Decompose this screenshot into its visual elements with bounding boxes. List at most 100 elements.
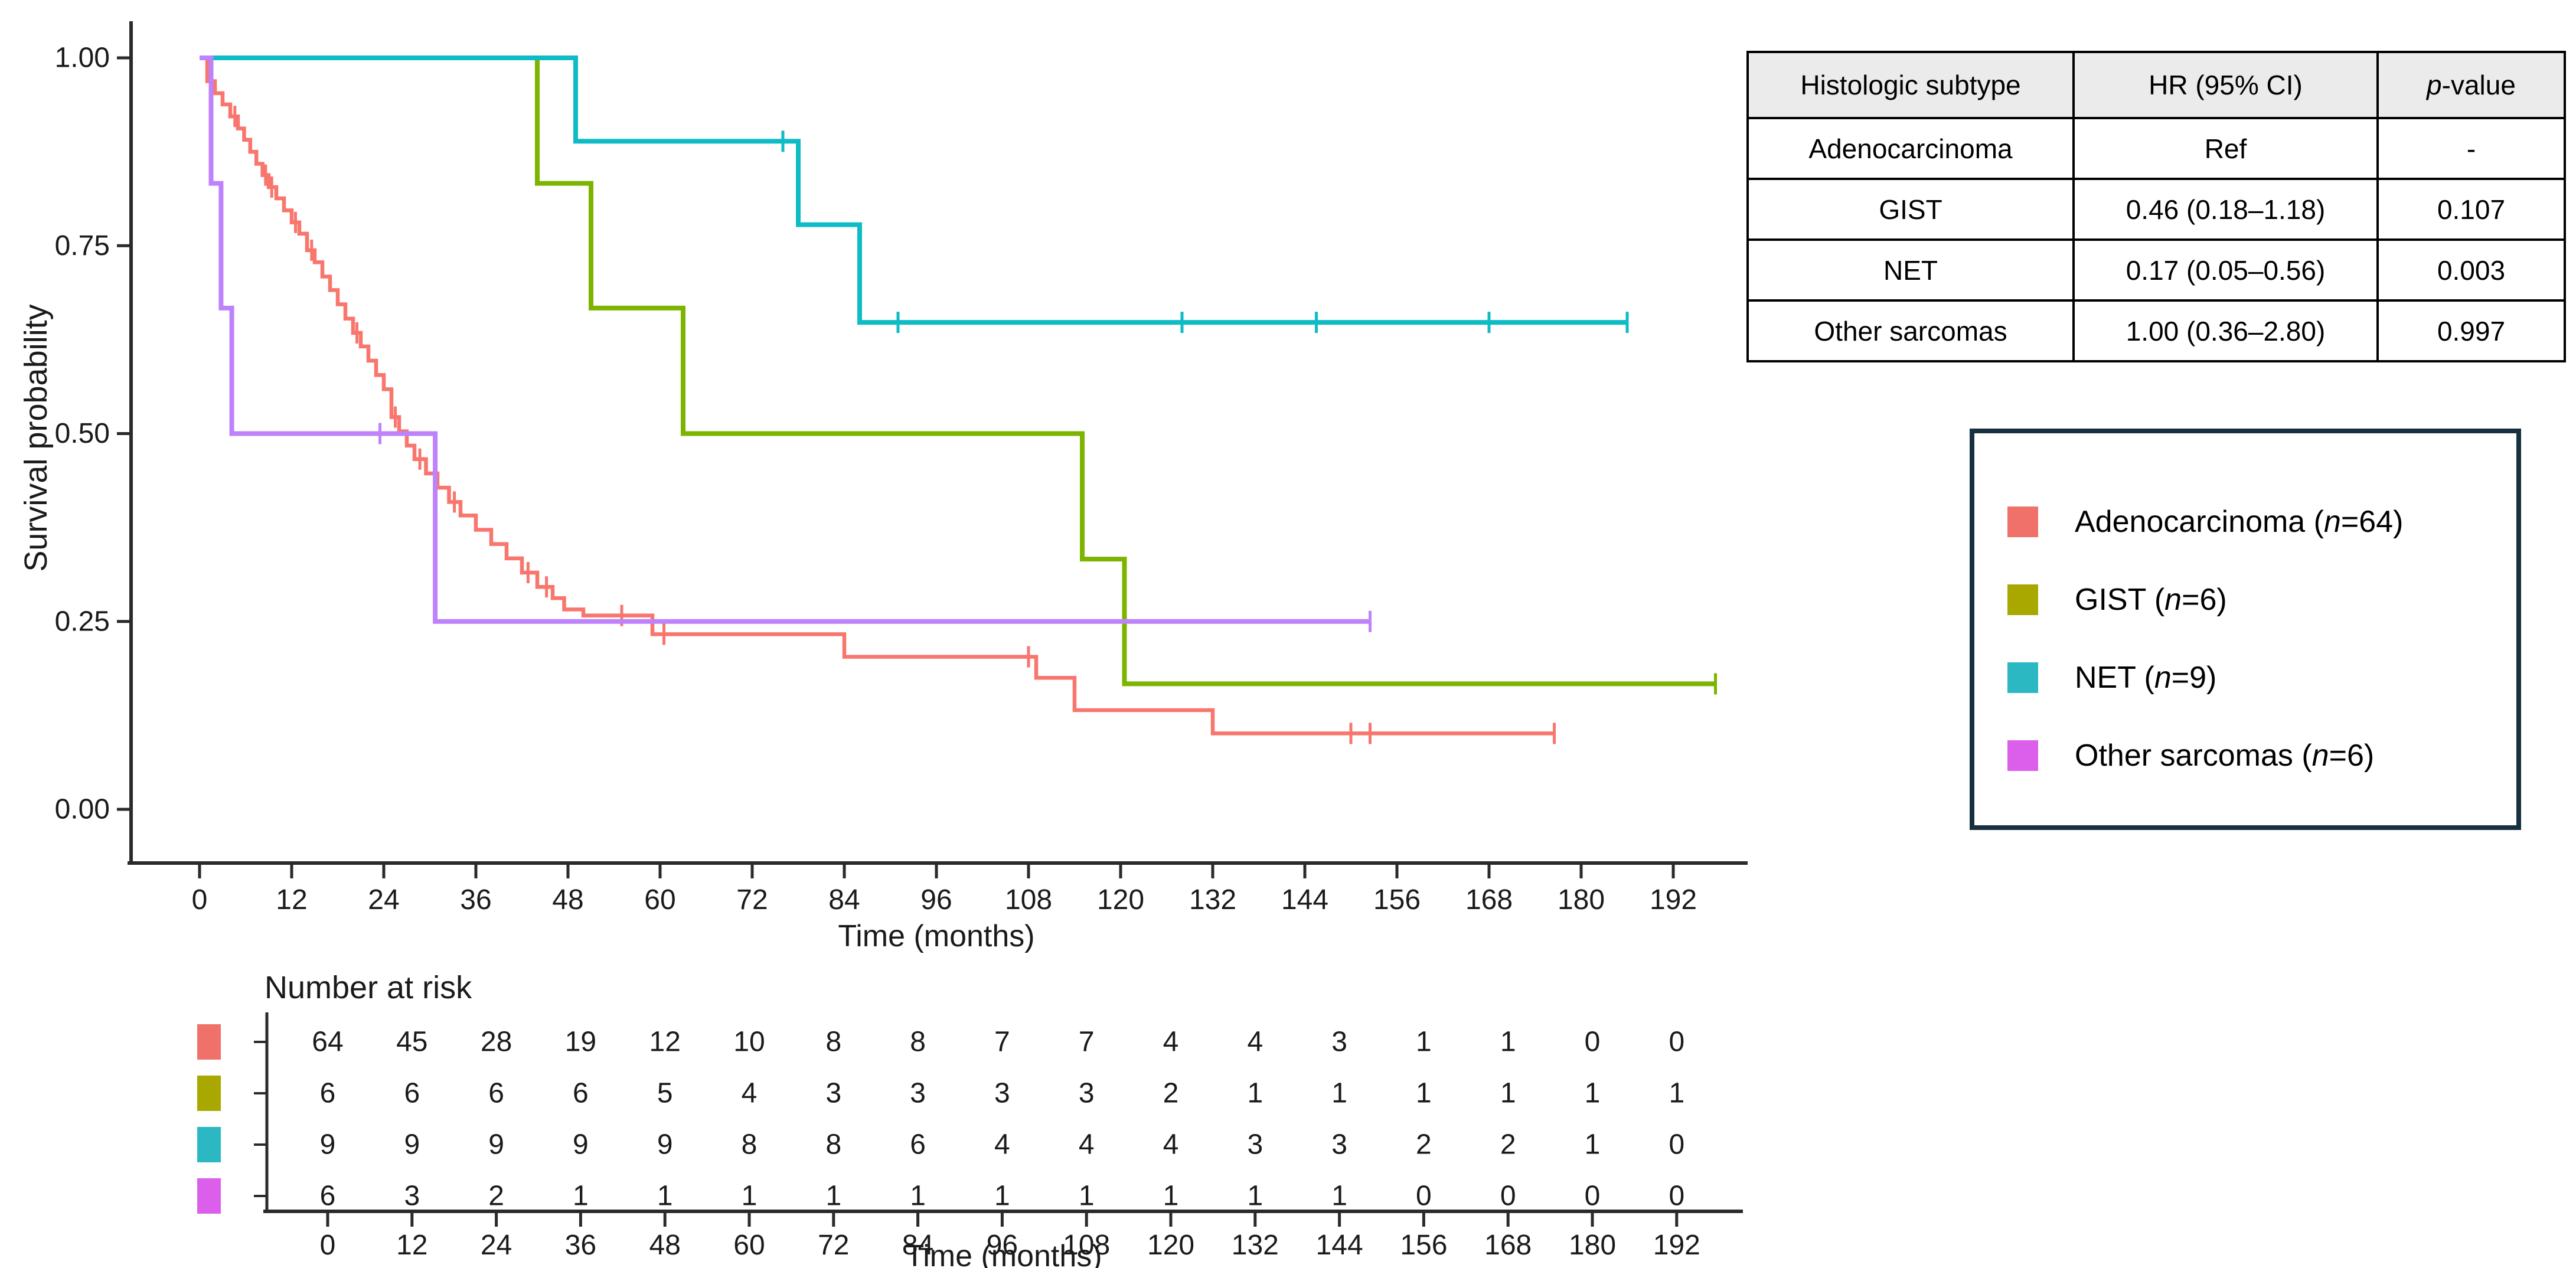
risk-x-tick-label: 168 <box>1484 1230 1532 1261</box>
at-risk-count: 7 <box>994 1027 1010 1058</box>
at-risk-count: 0 <box>1416 1181 1432 1212</box>
at-risk-count: 8 <box>742 1129 758 1161</box>
hr-cell-p-value: 0.003 <box>2376 238 2566 302</box>
legend-label: Other sarcomas (n=6) <box>2075 738 2375 773</box>
legend-swatch <box>2007 584 2038 615</box>
at-risk-count: 28 <box>481 1027 512 1058</box>
gist-curve <box>200 55 1717 695</box>
legend-swatch <box>2007 740 2038 771</box>
y-tick-label: 0.75 <box>55 230 110 262</box>
risk-x-axis-title: Time (months) <box>905 1239 1102 1268</box>
risk-x-tick-label: 180 <box>1569 1230 1616 1261</box>
risk-row-swatch <box>197 1127 221 1162</box>
legend-label: Adenocarcinoma (n=64) <box>2075 505 2404 539</box>
risk-x-tick-label: 24 <box>481 1230 512 1261</box>
at-risk-count: 4 <box>1079 1129 1095 1161</box>
x-tick-label: 24 <box>368 884 399 916</box>
hr-cell-subtype: NET <box>1746 238 2075 302</box>
at-risk-count: 1 <box>1416 1078 1432 1109</box>
risk-x-tick-label: 120 <box>1147 1230 1194 1261</box>
at-risk-count: 0 <box>1669 1129 1684 1161</box>
at-risk-count: 6 <box>320 1078 336 1109</box>
at-risk-count: 9 <box>657 1129 673 1161</box>
x-tick-label: 96 <box>920 884 952 916</box>
at-risk-count: 6 <box>404 1078 420 1109</box>
hr-cell-hr-value: Ref <box>2072 117 2379 180</box>
legend-label: GIST (n=6) <box>2075 583 2227 617</box>
at-risk-count: 6 <box>573 1078 589 1109</box>
at-risk-count: 2 <box>1163 1078 1179 1109</box>
at-risk-count: 1 <box>1247 1078 1263 1109</box>
x-tick-label: 0 <box>192 884 208 916</box>
at-risk-count: 2 <box>488 1181 504 1212</box>
hr-cell-p-value: 0.107 <box>2376 178 2566 241</box>
x-tick-label: 48 <box>552 884 583 916</box>
at-risk-count: 1 <box>742 1181 758 1212</box>
risk-x-tick-label: 144 <box>1316 1230 1363 1261</box>
at-risk-count: 1 <box>1585 1129 1601 1161</box>
at-risk-count: 1 <box>1247 1181 1263 1212</box>
x-tick-label: 192 <box>1650 884 1697 916</box>
at-risk-count: 4 <box>742 1078 758 1109</box>
risk-x-tick-label: 132 <box>1232 1230 1279 1261</box>
at-risk-count: 1 <box>1416 1027 1432 1058</box>
risk-x-tick-label: 48 <box>649 1230 681 1261</box>
at-risk-count: 8 <box>825 1027 841 1058</box>
legend-swatch <box>2007 662 2038 693</box>
adenocarcinoma-curve <box>200 55 1556 744</box>
risk-x-tick-label: 36 <box>565 1230 596 1261</box>
x-tick-label: 36 <box>460 884 491 916</box>
y-tick-label: 0.00 <box>55 794 110 825</box>
at-risk-count: 1 <box>1500 1078 1516 1109</box>
at-risk-count: 9 <box>404 1129 420 1161</box>
at-risk-count: 4 <box>1163 1129 1179 1161</box>
at-risk-count: 1 <box>573 1181 589 1212</box>
x-tick-label: 72 <box>736 884 768 916</box>
at-risk-count: 8 <box>910 1027 926 1058</box>
at-risk-count: 3 <box>994 1078 1010 1109</box>
risk-x-tick-label: 84 <box>902 1230 933 1261</box>
km-axes: 1.00 0.75 0.50 0.25 0.00 0 12 24 36 48 60 72 84 96 108… <box>55 21 1748 916</box>
x-tick-label: 108 <box>1005 884 1052 916</box>
at-risk-count: 19 <box>565 1027 596 1058</box>
at-risk-count: 3 <box>404 1181 420 1212</box>
risk-x-tick-label: 12 <box>396 1230 427 1261</box>
legend-item-adenocarcinoma: Adenocarcinoma (n=64) <box>2007 495 2516 549</box>
risk-table-plot: 64 45 28 19 12 10 8 8 7 7 4 4 3 1 1 0 06 6 6 6 5 4 3 3 3 3 2 1 1 1 1 1 1… <box>197 1012 1743 1261</box>
hr-header-subtype: Histologic subtype <box>1746 51 2075 119</box>
risk-x-tick-label: 108 <box>1063 1230 1110 1261</box>
at-risk-count: 0 <box>1585 1027 1601 1058</box>
at-risk-count: 3 <box>1079 1078 1095 1109</box>
risk-x-tick-label: 192 <box>1653 1230 1700 1261</box>
risk-row-swatch <box>197 1024 221 1060</box>
km-plot: 1.00 0.75 0.50 0.25 0.00 0 12 24 36 48 60 72 84 96 108… <box>55 21 1748 916</box>
at-risk-count: 1 <box>1331 1078 1347 1109</box>
hr-cell-subtype: Adenocarcinoma <box>1746 117 2075 180</box>
at-risk-count: 1 <box>1163 1181 1179 1212</box>
at-risk-count: 7 <box>1079 1027 1095 1058</box>
x-tick-label: 132 <box>1189 884 1236 916</box>
at-risk-count: 10 <box>733 1027 765 1058</box>
at-risk-count: 0 <box>1500 1181 1516 1212</box>
hr-table-header-row: Histologic subtype HR (95% CI) p-value <box>1746 51 2566 119</box>
hr-header-pvalue: p-value <box>2376 51 2566 119</box>
hr-table-row: Other sarcomas 1.00 (0.36–2.80) 0.997 <box>1746 299 2566 362</box>
y-axis-title: Survival probability <box>18 304 54 572</box>
at-risk-count: 1 <box>1669 1078 1684 1109</box>
x-axis-title: Time (months) <box>838 919 1035 953</box>
hr-table-row: GIST 0.46 (0.18–1.18) 0.107 <box>1746 178 2566 241</box>
at-risk-count: 9 <box>320 1129 336 1161</box>
other-sarcomas-curve <box>200 55 1372 632</box>
at-risk-count: 1 <box>1500 1027 1516 1058</box>
x-tick-label: 180 <box>1558 884 1605 916</box>
at-risk-count: 4 <box>1247 1027 1263 1058</box>
hr-table-row: NET 0.17 (0.05–0.56) 0.003 <box>1746 238 2566 302</box>
legend-item-net: NET (n=9) <box>2007 651 2516 705</box>
hr-table: Histologic subtype HR (95% CI) p-value A… <box>1746 51 2566 362</box>
x-tick-label: 60 <box>644 884 675 916</box>
at-risk-count: 1 <box>657 1181 673 1212</box>
x-tick-label: 120 <box>1097 884 1144 916</box>
legend-item-other-sarcomas: Other sarcomas (n=6) <box>2007 728 2516 783</box>
at-risk-count: 0 <box>1585 1181 1601 1212</box>
